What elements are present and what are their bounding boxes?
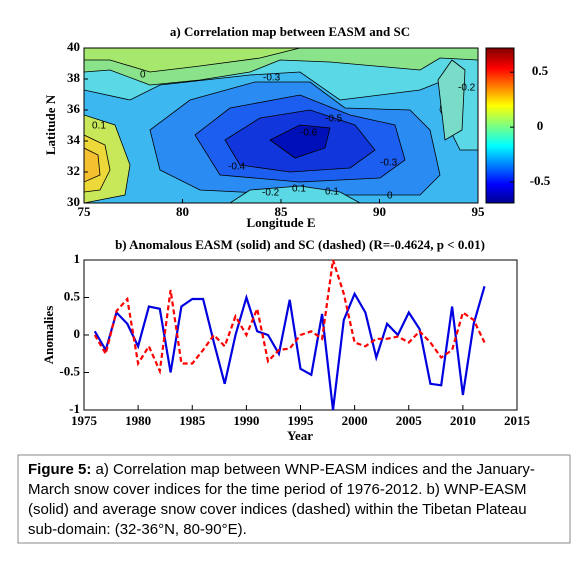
- x-tick-label: 2005: [396, 413, 423, 428]
- x-tick-label: 1990: [233, 413, 259, 428]
- y-tick-label: 1: [74, 251, 81, 266]
- contour-label: -0.3: [380, 158, 398, 169]
- contour-label: 0.1: [92, 121, 106, 132]
- contour-label: 0: [140, 70, 146, 81]
- x-tick-label: 2010: [450, 413, 476, 428]
- chart-title: b) Anomalous EASM (solid) and SC (dashed…: [115, 237, 485, 252]
- x-tick-label: 1975: [71, 413, 98, 428]
- contour-label: 0.1: [325, 187, 339, 198]
- y-tick-label: 0.5: [64, 288, 81, 303]
- y-tick-label: 40: [67, 39, 80, 54]
- x-tick-label: 95: [472, 204, 486, 219]
- contour-label: 0: [387, 191, 393, 202]
- contour-field: [84, 48, 478, 203]
- y-axis-label: Latitude N: [43, 94, 58, 155]
- x-tick-label: 2000: [342, 413, 368, 428]
- colorbar-tick-label: 0.5: [532, 63, 549, 78]
- y-axis-label: Anomalies: [41, 306, 56, 365]
- contour-label: -0.2: [458, 83, 476, 94]
- colorbar-tick-label: -0.5: [530, 173, 551, 188]
- caption-text: (solid) and average snow cover indices (…: [28, 501, 527, 518]
- contour-label: -0.5: [325, 114, 343, 125]
- contour-label: -0.3: [263, 73, 281, 84]
- x-tick-label: 90: [373, 204, 386, 219]
- x-tick-label: 85: [275, 204, 289, 219]
- x-axis-label: Longitude E: [247, 215, 316, 230]
- y-tick-label: 36: [67, 101, 81, 116]
- contour-label: 0.1: [292, 184, 306, 195]
- caption-line: Figure 5: a) Correlation map between WNP…: [28, 461, 535, 478]
- y-tick-label: 38: [67, 70, 81, 85]
- x-tick-label: 80: [176, 204, 189, 219]
- x-tick-label: 75: [78, 204, 92, 219]
- chart-title: a) Correlation map between EASM and SC: [170, 24, 410, 39]
- y-tick-label: 32: [67, 163, 80, 178]
- contour-label: -0.2: [262, 188, 280, 199]
- caption-text: sub-domain: (32-36°N, 80-90°E).: [28, 521, 247, 538]
- series-line: [93, 285, 486, 411]
- y-tick-label: 34: [67, 132, 81, 147]
- caption-label: Figure 5:: [28, 461, 91, 478]
- x-tick-label: 2015: [504, 413, 531, 428]
- colorbar-tick-label: 0: [537, 118, 544, 133]
- y-tick-label: 30: [67, 194, 80, 209]
- y-tick-label: 0: [74, 326, 81, 341]
- series-line: [93, 259, 486, 376]
- y-tick-label: -0.5: [59, 363, 80, 378]
- caption-text: a) Correlation map between WNP-EASM indi…: [91, 461, 535, 478]
- x-tick-label: 1980: [125, 413, 151, 428]
- x-tick-label: 1995: [288, 413, 315, 428]
- caption-box: [17, 454, 571, 544]
- contour-label: -0.4: [228, 162, 246, 173]
- x-tick-label: 1985: [179, 413, 206, 428]
- colorbar: [485, 47, 515, 204]
- x-axis-label: Year: [287, 428, 313, 443]
- y-tick-label: -1: [69, 401, 80, 416]
- caption-text: March snow cover indices for the time pe…: [28, 481, 527, 498]
- contour-label: -0.6: [300, 128, 318, 139]
